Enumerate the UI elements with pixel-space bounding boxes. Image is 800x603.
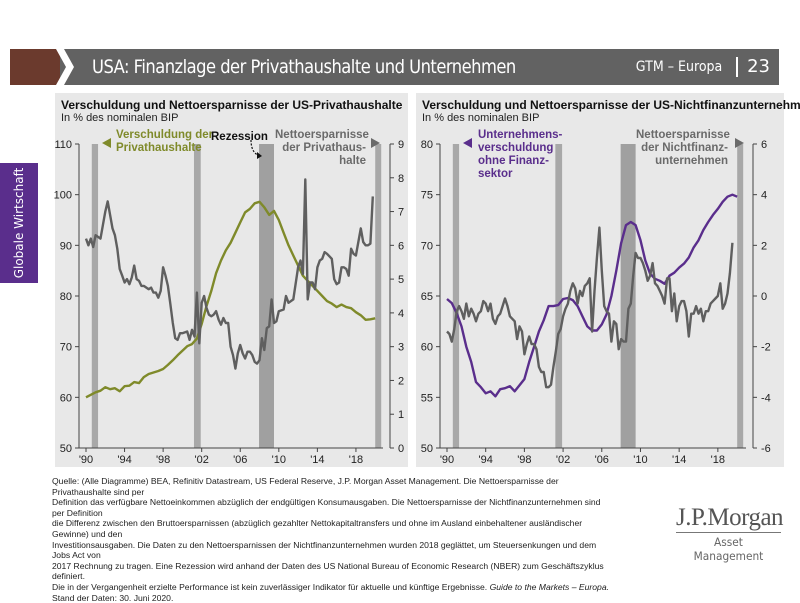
left-tick-label: 70 xyxy=(60,342,72,354)
right-tick-label: -2 xyxy=(761,342,771,354)
left-tick-label: 55 xyxy=(421,392,433,404)
source-notes: Quelle: (Alle Diagramme) BEA, Refinitiv … xyxy=(52,476,612,603)
header-bar xyxy=(60,49,779,85)
right-arrow-icon xyxy=(735,138,744,148)
left-tick-label: 75 xyxy=(421,190,433,202)
series-line-savings xyxy=(84,178,374,370)
x-tick-label: '06 xyxy=(595,454,609,466)
logo-wordmark: J.P.Morgan xyxy=(676,504,784,531)
right-tick-label: 2 xyxy=(761,240,767,252)
x-tick-label: '98 xyxy=(517,454,531,466)
x-tick-label: '02 xyxy=(556,454,570,466)
page-number: 23 xyxy=(747,56,770,77)
right-tick-label: 6 xyxy=(398,240,404,252)
charts-canvas: 50607080901001100123456789'90'94'98'02'0… xyxy=(54,138,771,466)
recession-bar xyxy=(259,144,274,448)
recession-bar xyxy=(91,144,99,448)
recession-bar xyxy=(375,144,382,448)
right-tick-label: 6 xyxy=(761,139,767,151)
series-line-debt xyxy=(446,193,738,398)
right-tick-label: 3 xyxy=(398,342,404,354)
x-tick-label: '94 xyxy=(117,454,131,466)
right-tick-label: -4 xyxy=(761,392,771,404)
right-tick-label: 8 xyxy=(398,173,404,185)
left-tick-label: 110 xyxy=(54,139,72,151)
source-line: die Differenz zwischen den Bruttoersparn… xyxy=(52,518,583,539)
right-tick-label: 0 xyxy=(761,291,767,303)
left-tick-label: 50 xyxy=(60,443,72,455)
logo-rule xyxy=(676,532,781,533)
right-arrow-icon xyxy=(371,138,380,148)
recession-bar xyxy=(555,144,563,448)
left-tick-label: 80 xyxy=(421,139,433,151)
left-tick-label: 50 xyxy=(421,443,433,455)
disclaimer-text: Die in der Vergangenheit erzielte Perfor… xyxy=(52,581,490,592)
x-tick-label: '10 xyxy=(633,454,647,466)
right-tick-label: 0 xyxy=(398,443,404,455)
recession-bar xyxy=(452,144,460,448)
recession-pointer-arrow-icon xyxy=(257,152,262,159)
right-tick-label: 1 xyxy=(398,409,404,421)
left-arrow-icon xyxy=(463,138,472,148)
left-tick-label: 65 xyxy=(421,291,433,303)
section-tab[interactable] xyxy=(0,163,38,283)
left-tick-label: 60 xyxy=(421,342,433,354)
right-tick-label: 7 xyxy=(398,207,404,219)
left-tick-label: 70 xyxy=(421,240,433,252)
x-tick-label: '10 xyxy=(272,454,286,466)
chart-title: Verschuldung und Nettoersparnisse der US… xyxy=(422,98,800,112)
header-chevron xyxy=(56,49,74,85)
right-tick-label: 2 xyxy=(398,375,404,387)
series-label: GTM – Europa xyxy=(635,58,723,75)
right-tick-label: 5 xyxy=(398,274,404,286)
series-line-debt xyxy=(85,200,376,399)
x-tick-label: '18 xyxy=(349,454,363,466)
x-tick-label: '98 xyxy=(156,454,170,466)
source-line: Investitionsausgaben. Die Daten zu den N… xyxy=(52,539,597,561)
legend-household-savings: Nettoersparnisse der Privathaus-halte xyxy=(275,129,369,167)
left-tick-label: 90 xyxy=(60,240,72,252)
disclaimer-italic: Guide to the Markets – Europa. xyxy=(489,581,610,592)
recession-bar xyxy=(620,144,636,448)
legend-corporate-debt: Unternehmens-verschuldung ohne Finanz-sek… xyxy=(478,129,563,180)
page-title: USA: Finanzlage der Privathaushalte und … xyxy=(92,56,516,78)
source-line: Definition das verfügbare Nettoeinkommen… xyxy=(52,497,601,518)
header-accent xyxy=(10,49,60,85)
chart-panel-corporates: Verschuldung und Nettoersparnisse der US… xyxy=(416,93,800,467)
x-tick-label: '90 xyxy=(440,454,454,466)
x-tick-label: '90 xyxy=(79,454,93,466)
source-line: 2017 Rechnung zu tragen. Eine Rezession … xyxy=(52,560,604,582)
legend-corporate-savings: Nettoersparnisse der Nichtfinanz-unterneh… xyxy=(636,129,730,167)
logo-subtitle: Asset Management xyxy=(693,535,764,563)
right-tick-label: 4 xyxy=(761,190,767,202)
disclaimer: Die in der Vergangenheit erzielte Perfor… xyxy=(52,582,612,593)
left-arrow-icon xyxy=(102,138,111,148)
right-tick-label: 9 xyxy=(398,139,404,151)
jpmorgan-logo: J.P.Morgan Asset Management xyxy=(676,504,784,563)
header-right: GTM – Europa 23 xyxy=(631,56,770,77)
data-date: Stand der Daten: 30. Juni 2020. xyxy=(52,592,174,603)
source-line: Quelle: (Alle Diagramme) BEA, Refinitiv … xyxy=(52,476,559,497)
x-tick-label: '14 xyxy=(310,454,324,466)
legend-household-debt: Verschuldung der Privathaushalte xyxy=(116,129,214,154)
recession-bar xyxy=(737,144,744,448)
x-tick-label: '94 xyxy=(479,454,493,466)
left-tick-label: 60 xyxy=(60,392,72,404)
x-tick-label: '18 xyxy=(711,454,725,466)
left-tick-label: 100 xyxy=(54,190,72,202)
legend-recession: Rezession xyxy=(211,131,268,143)
x-tick-label: '02 xyxy=(195,454,209,466)
chart-subtitle: In % des nominalen BIP xyxy=(61,112,179,124)
chart-title: Verschuldung und Nettoersparnisse der US… xyxy=(61,98,403,112)
x-tick-label: '06 xyxy=(233,454,247,466)
series-line-savings xyxy=(446,226,734,389)
right-tick-label: 4 xyxy=(398,308,404,320)
header-divider xyxy=(736,56,739,77)
chart-panel-households: Verschuldung und Nettoersparnisse der US… xyxy=(55,93,408,467)
chart-subtitle: In % des nominalen BIP xyxy=(422,112,540,124)
left-tick-label: 80 xyxy=(60,291,72,303)
x-tick-label: '14 xyxy=(672,454,686,466)
right-tick-label: -6 xyxy=(761,443,771,455)
